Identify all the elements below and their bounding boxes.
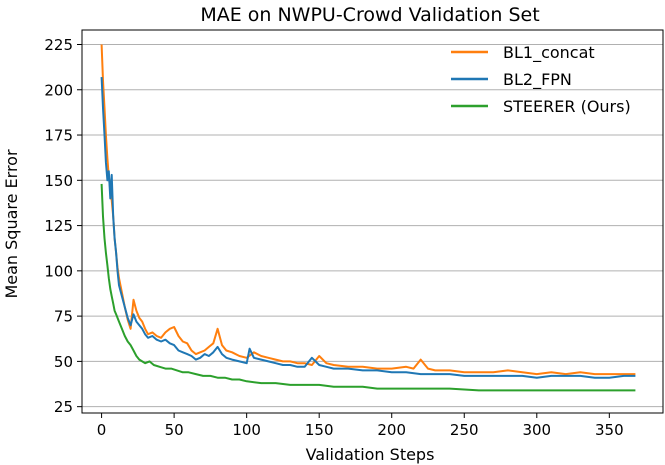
x-tick-label: 150 <box>305 421 334 439</box>
series-line-bl1-concat <box>100 44 636 376</box>
y-tick-label: 225 <box>44 36 73 54</box>
x-tick-label: 200 <box>377 421 406 439</box>
x-axis-label: Validation Steps <box>306 445 435 464</box>
y-tick-label: 100 <box>44 262 73 280</box>
y-tick-label: 200 <box>44 81 73 99</box>
legend-label-bl1-concat: BL1_concat <box>503 43 595 63</box>
y-tick-label: 25 <box>54 398 73 416</box>
x-tick-label: 100 <box>232 421 261 439</box>
series-line-steerer-ours <box>100 183 636 392</box>
legend-label-steerer: STEERER (Ours) <box>503 97 631 116</box>
chart-title: MAE on NWPU-Crowd Validation Set <box>200 4 539 26</box>
x-tick-label: 50 <box>165 421 184 439</box>
grid-lines <box>82 43 663 408</box>
x-tick-label: 250 <box>450 421 479 439</box>
y-tick-label: 75 <box>54 308 73 326</box>
series-lines <box>100 44 636 392</box>
legend-label-bl2-fpn: BL2_FPN <box>503 70 572 90</box>
y-tick-label: 50 <box>54 353 73 371</box>
y-tick-label: 175 <box>44 127 73 145</box>
x-tick-label: 350 <box>595 421 624 439</box>
legend: BL1_concat BL2_FPN STEERER (Ours) <box>451 43 631 116</box>
series-line-bl2-fpn <box>100 77 636 379</box>
y-tick-label: 125 <box>44 217 73 235</box>
x-axis-ticks: 0 50 100 150 200 250 300 350 <box>97 413 624 439</box>
y-axis-ticks: 25 50 75 100 125 150 175 200 225 <box>44 36 82 416</box>
y-tick-label: 150 <box>44 172 73 190</box>
y-axis-label: Mean Square Error <box>2 149 21 299</box>
x-tick-label: 0 <box>97 421 107 439</box>
x-tick-label: 300 <box>522 421 551 439</box>
plot-frame <box>81 29 664 414</box>
